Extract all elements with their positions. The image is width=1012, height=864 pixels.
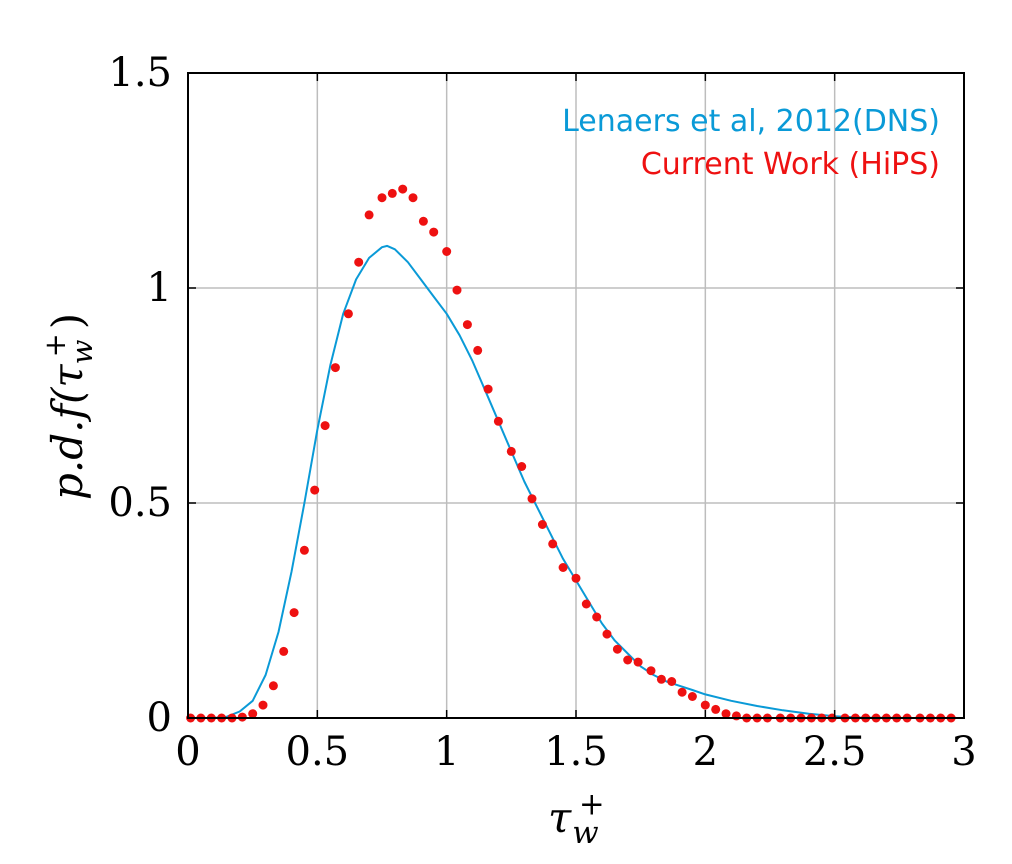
hips-data-point — [462, 320, 472, 330]
hips-data-point — [493, 416, 503, 426]
x-tick-label: 0 — [175, 729, 200, 775]
hips-data-point — [310, 485, 320, 495]
hips-data-point — [299, 545, 309, 555]
hips-data-point — [633, 657, 643, 667]
x-axis-label-text: τw+ — [548, 786, 605, 851]
hips-data-point — [330, 363, 340, 373]
hips-data-point — [558, 563, 568, 572]
hips-data-point — [248, 709, 258, 719]
hips-data-point — [483, 384, 493, 394]
axis-ticks: 0 0.5 1 1.5 2 2.5 3 0 0.5 1 1.5 — [108, 50, 976, 775]
hips-data-point — [289, 608, 299, 618]
x-axis-label: τw+ — [548, 786, 605, 851]
hips-data-point — [506, 446, 516, 456]
plot-series — [186, 184, 964, 723]
hips-data-point — [452, 285, 462, 295]
hips-data-point — [537, 520, 547, 529]
hips-data-point — [656, 674, 666, 684]
y-axis-label-text: p.d.f(τw+) — [38, 313, 99, 500]
hips-data-point — [408, 193, 418, 203]
y-axis-label: p.d.f(τw+) — [38, 313, 99, 500]
x-tick-label: 1 — [434, 729, 459, 775]
hips-data-point — [581, 599, 591, 609]
hips-data-point — [343, 309, 353, 319]
x-tick-label: 2 — [693, 729, 718, 775]
y-tick-label: 1.5 — [108, 50, 172, 96]
y-tick-label: 0.5 — [108, 480, 172, 526]
hips-data-point — [354, 257, 364, 267]
hips-data-point — [711, 704, 721, 714]
x-tick-label: 1.5 — [544, 729, 608, 775]
hips-data-point — [268, 681, 278, 691]
y-tick-label: 1 — [147, 265, 172, 311]
x-tick-label: 0.5 — [286, 729, 350, 775]
hips-data-point — [646, 666, 656, 676]
hips-data-point — [592, 612, 602, 622]
hips-data-point — [721, 709, 731, 719]
x-tick-label: 3 — [951, 729, 976, 775]
hips-data-point — [473, 345, 483, 355]
hips-data-point — [571, 573, 581, 583]
hips-data-point — [677, 687, 687, 697]
hips-data-point — [364, 210, 374, 220]
hips-data-point — [517, 462, 527, 471]
hips-data-point — [377, 193, 387, 203]
legend: Lenaers et al, 2012(DNS) Current Work (Hi… — [562, 104, 940, 182]
hips-data-point — [398, 184, 408, 194]
hips-data-point — [602, 629, 612, 639]
hips-data-point — [700, 700, 710, 710]
hips-data-point — [612, 644, 622, 654]
hips-data-point — [442, 247, 452, 256]
y-tick-label: 0 — [147, 695, 172, 741]
hips-data-point — [320, 421, 330, 431]
hips-data-point — [623, 655, 633, 665]
hips-data-point — [527, 494, 537, 504]
hips-data-point — [548, 539, 558, 549]
hips-data-point — [418, 216, 428, 226]
hips-data-point — [387, 188, 397, 198]
x-tick-label: 2.5 — [803, 729, 867, 775]
legend-entry-hips: Current Work (HiPS) — [641, 147, 940, 182]
grid — [188, 73, 964, 718]
hips-data-point — [429, 227, 439, 237]
hips-data-point — [279, 646, 289, 656]
hips-data-point — [731, 711, 741, 721]
legend-entry-dns: Lenaers et al, 2012(DNS) — [562, 104, 940, 139]
hips-data-point — [687, 692, 697, 701]
hips-data-point — [258, 700, 268, 710]
hips-data-point — [667, 677, 677, 686]
